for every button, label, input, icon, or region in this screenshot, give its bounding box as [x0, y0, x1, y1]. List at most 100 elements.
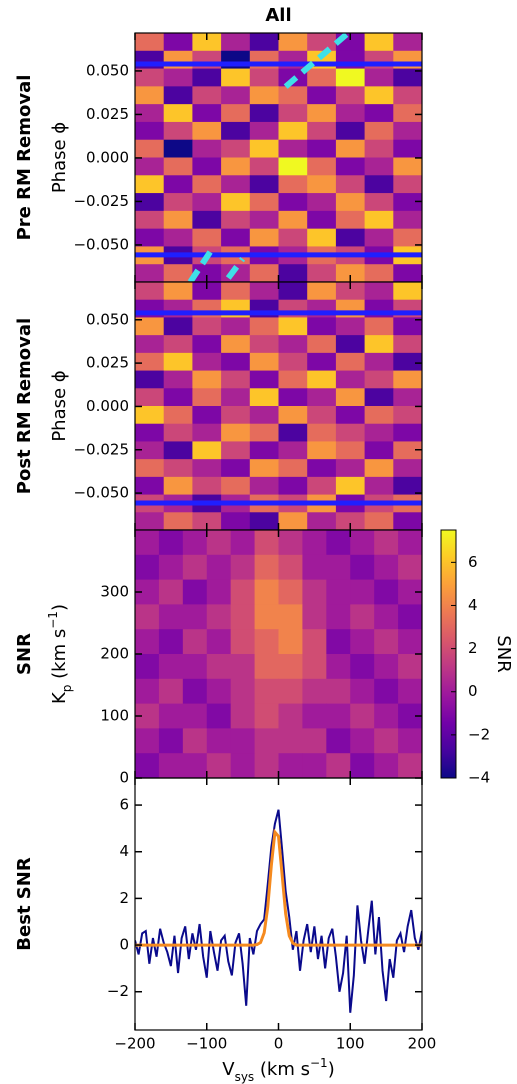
- heat-cell: [192, 210, 222, 230]
- heat-cell: [364, 193, 394, 212]
- heat-cell: [163, 406, 193, 425]
- heat-cell: [393, 459, 422, 478]
- heat-cell: [249, 193, 279, 212]
- heat-cell: [182, 753, 208, 778]
- heat-cell: [158, 554, 184, 581]
- heat-cell: [278, 210, 308, 230]
- colorbar-tick-label: −4: [468, 769, 490, 787]
- heat-cell: [335, 335, 366, 354]
- heat-cell: [278, 121, 308, 141]
- heat-cell: [221, 317, 251, 336]
- y-axis-label-part: −1: [46, 611, 60, 629]
- heat-cell: [221, 193, 251, 212]
- heat-cell: [163, 459, 193, 478]
- y-tick-label: 0.000: [86, 148, 129, 166]
- heat-cell: [163, 68, 193, 87]
- heat-cell: [221, 282, 251, 301]
- heat-cell: [192, 68, 222, 87]
- chart-title: All: [265, 5, 291, 26]
- heat-cell: [307, 68, 337, 87]
- heat-cell: [182, 678, 208, 705]
- heat-cell: [393, 139, 422, 158]
- y-tick-label: −0.050: [73, 235, 129, 253]
- heat-cell: [249, 423, 279, 442]
- heat-cell: [302, 753, 327, 778]
- heat-cell: [278, 370, 308, 389]
- heat-cell: [163, 157, 193, 176]
- y-tick-label: 0.050: [86, 310, 129, 328]
- heat-cell: [278, 629, 303, 655]
- heat-cell: [163, 335, 193, 354]
- heat-cell: [192, 441, 222, 460]
- heat-cell: [249, 121, 279, 141]
- y-tick-label: 100: [100, 707, 129, 725]
- heat-cell: [278, 406, 308, 425]
- heat-cell: [364, 228, 394, 247]
- heat-cell: [364, 104, 394, 123]
- heat-cell: [307, 210, 337, 230]
- heat-cell: [158, 629, 184, 655]
- heat-cell: [221, 33, 251, 52]
- heat-cell: [393, 228, 422, 247]
- heat-cell: [335, 104, 366, 123]
- heat-cell: [393, 512, 422, 530]
- colorbar-tick-label: 4: [468, 596, 478, 614]
- heat-cell: [278, 459, 308, 478]
- heat-cell: [350, 604, 375, 630]
- heat-cell: [230, 728, 256, 754]
- heat-cell: [398, 678, 422, 705]
- heat-cell: [192, 406, 222, 425]
- heat-cell: [192, 193, 222, 212]
- heat-cell: [192, 104, 222, 123]
- heat-cell: [335, 388, 366, 407]
- heat-cell: [206, 530, 232, 556]
- heat-cell: [163, 441, 193, 460]
- heat-cell: [135, 193, 165, 212]
- heat-cell: [374, 530, 399, 556]
- heat-cell: [278, 282, 308, 301]
- heat-cell: [335, 441, 366, 460]
- heat-cell: [335, 121, 366, 141]
- heat-cell: [135, 370, 165, 389]
- heat-cell: [230, 703, 256, 729]
- row-label: SNR: [14, 633, 35, 675]
- heat-cell: [192, 335, 222, 354]
- heat-cell: [192, 476, 222, 496]
- colorbar: [440, 529, 457, 779]
- heat-cell: [135, 33, 165, 52]
- heat-cell: [192, 86, 222, 105]
- y-axis-label: Phase ϕ: [49, 370, 70, 441]
- heat-cell: [163, 317, 193, 336]
- heat-cell: [364, 139, 394, 158]
- heat-cell: [307, 352, 337, 372]
- heat-cell: [326, 728, 351, 754]
- heat-cell: [398, 728, 422, 754]
- heat-cell: [350, 629, 375, 655]
- heat-cell: [206, 728, 232, 754]
- heat-cell: [278, 104, 308, 123]
- heat-cell: [192, 175, 222, 194]
- heat-cell: [278, 157, 308, 176]
- heat-cell: [278, 228, 308, 247]
- y-tick-label: 6: [119, 796, 129, 814]
- heat-cell: [249, 228, 279, 247]
- heat-cell: [192, 121, 222, 141]
- heat-cell: [278, 33, 308, 52]
- heat-cell: [278, 703, 303, 729]
- heat-cell: [350, 530, 375, 556]
- heat-cell: [135, 604, 160, 630]
- heat-cell: [230, 530, 256, 556]
- x-axis-label-part: −1: [310, 1056, 328, 1070]
- heat-cell: [163, 104, 193, 123]
- heat-cell: [135, 654, 160, 680]
- heat-cell: [307, 423, 337, 442]
- heat-cell: [335, 476, 366, 496]
- heat-cell: [393, 264, 422, 282]
- heat-cell: [398, 753, 422, 778]
- heat-cell: [163, 210, 193, 230]
- heat-cell: [278, 441, 308, 460]
- heat-cell: [307, 406, 337, 425]
- heat-cell: [278, 335, 308, 354]
- heat-cell: [221, 335, 251, 354]
- heat-cell: [364, 459, 394, 478]
